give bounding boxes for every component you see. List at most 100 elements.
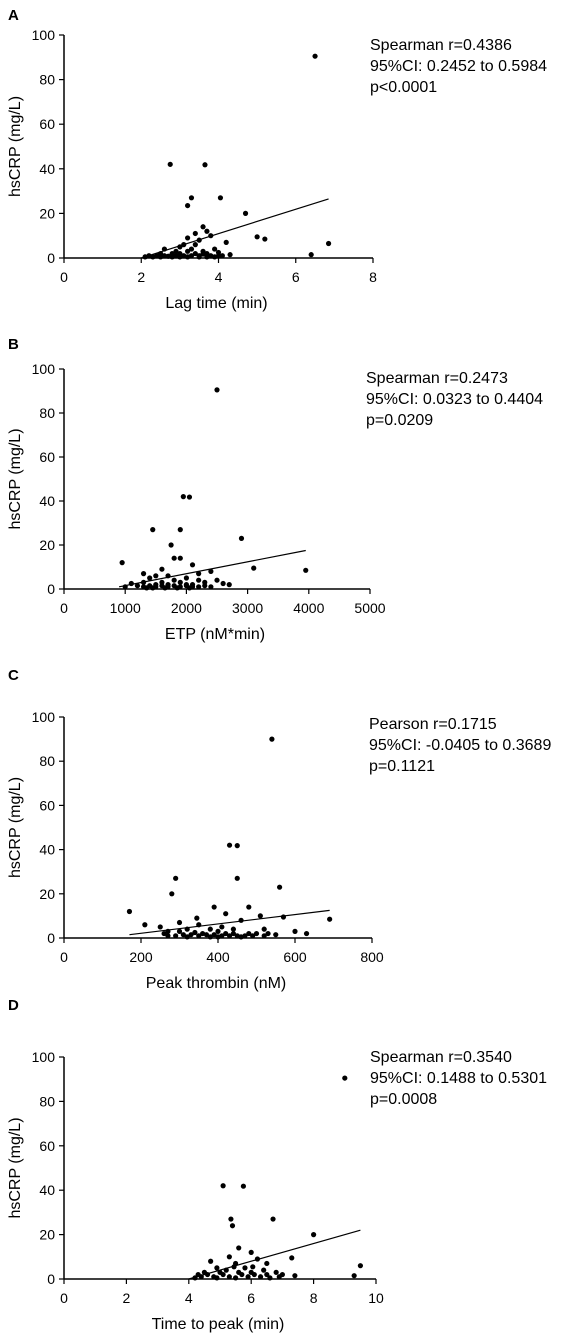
data-point: [192, 230, 198, 237]
data-point: [177, 244, 183, 250]
data-point: [192, 929, 198, 936]
data-point: [245, 1274, 251, 1280]
data-point: [240, 1183, 246, 1189]
y-tick-label: 80: [39, 1093, 55, 1109]
x-tick-label: 3000: [232, 600, 263, 616]
data-point: [208, 568, 214, 575]
y-axis-label: hsCRP (mg/L): [7, 96, 24, 197]
data-point: [270, 1216, 276, 1222]
x-tick-label: 4000: [293, 600, 324, 616]
data-point: [223, 239, 229, 245]
data-point: [215, 249, 222, 256]
data-point: [246, 904, 252, 910]
data-point: [128, 580, 134, 587]
data-point: [200, 251, 206, 257]
data-point: [208, 233, 214, 239]
data-point: [185, 254, 191, 260]
y-tick-label: 80: [39, 72, 55, 88]
data-point: [261, 933, 267, 939]
regression-line: [118, 549, 306, 588]
data-point: [200, 224, 206, 230]
x-tick-label: 400: [206, 949, 230, 965]
panel-letter: D: [8, 997, 19, 1014]
data-point: [196, 584, 202, 590]
data-point: [162, 585, 168, 591]
data-point: [176, 928, 183, 934]
data-point: [342, 1075, 348, 1081]
data-point: [161, 246, 168, 252]
data-point: [186, 494, 193, 500]
data-point: [233, 1275, 239, 1281]
x-axis-label: Peak thrombin (nM): [146, 975, 287, 992]
data-point: [185, 202, 191, 209]
data-point: [292, 928, 298, 934]
x-tick-label: 5000: [354, 600, 385, 616]
data-point: [207, 926, 213, 932]
data-point: [246, 930, 252, 937]
data-point: [188, 932, 194, 938]
data-point: [161, 930, 167, 937]
x-axis-label: Lag time (min): [165, 295, 267, 312]
data-point: [223, 1267, 229, 1273]
stat-annotation-line: Spearman r=0.2473: [366, 370, 508, 387]
data-point: [159, 566, 165, 572]
data-point: [220, 580, 226, 587]
data-point: [217, 195, 224, 201]
data-point: [229, 1223, 236, 1229]
data-point: [189, 562, 196, 568]
y-tick-label: 60: [39, 797, 55, 813]
data-point: [214, 1265, 220, 1271]
y-tick-label: 100: [32, 709, 56, 725]
stat-annotation-line: 95%CI: 0.2452 to 0.5984: [370, 58, 547, 75]
data-point: [126, 908, 133, 915]
data-point: [208, 584, 214, 590]
x-tick-label: 800: [360, 949, 384, 965]
data-point: [234, 875, 240, 881]
data-point: [238, 934, 244, 940]
data-point: [254, 234, 260, 240]
data-point: [253, 930, 260, 937]
data-point: [230, 930, 236, 937]
data-point: [203, 932, 210, 938]
data-point: [212, 254, 218, 260]
data-point: [280, 914, 287, 920]
data-point: [185, 248, 191, 254]
x-tick-label: 0: [60, 269, 68, 285]
data-point: [273, 1269, 279, 1275]
stat-annotation-line: 95%CI: 0.1488 to 0.5301: [370, 1070, 547, 1087]
data-point: [196, 922, 202, 928]
data-point: [202, 583, 208, 589]
data-point: [196, 933, 202, 939]
data-point: [219, 253, 225, 259]
data-point: [292, 1273, 298, 1279]
x-tick-label: 600: [283, 949, 307, 965]
data-point: [215, 928, 221, 934]
data-point: [223, 911, 229, 917]
y-tick-label: 40: [39, 161, 55, 177]
data-point: [150, 585, 156, 591]
data-point: [227, 252, 233, 258]
y-axis-label: hsCRP (mg/L): [7, 428, 24, 529]
data-point: [177, 527, 183, 533]
data-point: [186, 585, 193, 591]
data-point: [226, 1254, 232, 1260]
data-point: [223, 930, 229, 937]
stat-annotation-line: p=0.0008: [370, 1091, 437, 1108]
x-tick-label: 0: [60, 600, 68, 616]
y-tick-label: 20: [39, 886, 55, 902]
stat-annotation-line: p<0.0001: [370, 79, 437, 96]
data-point: [207, 934, 213, 940]
y-tick-label: 0: [47, 1271, 55, 1287]
data-point: [188, 246, 195, 252]
panel-a: A 0 20 40 60 80 100 0 2 4 6 8 Lag time (min) hsCRP (m…: [7, 7, 547, 312]
data-point: [173, 875, 179, 881]
data-point: [122, 584, 128, 590]
x-axis-label: Time to peak (min): [152, 1316, 285, 1333]
x-tick-label: 2: [123, 1290, 131, 1306]
data-point: [192, 242, 198, 248]
data-point: [262, 236, 268, 242]
data-point: [231, 1264, 237, 1270]
data-point: [214, 1275, 220, 1281]
y-tick-label: 100: [32, 1049, 56, 1065]
data-point: [169, 891, 175, 897]
